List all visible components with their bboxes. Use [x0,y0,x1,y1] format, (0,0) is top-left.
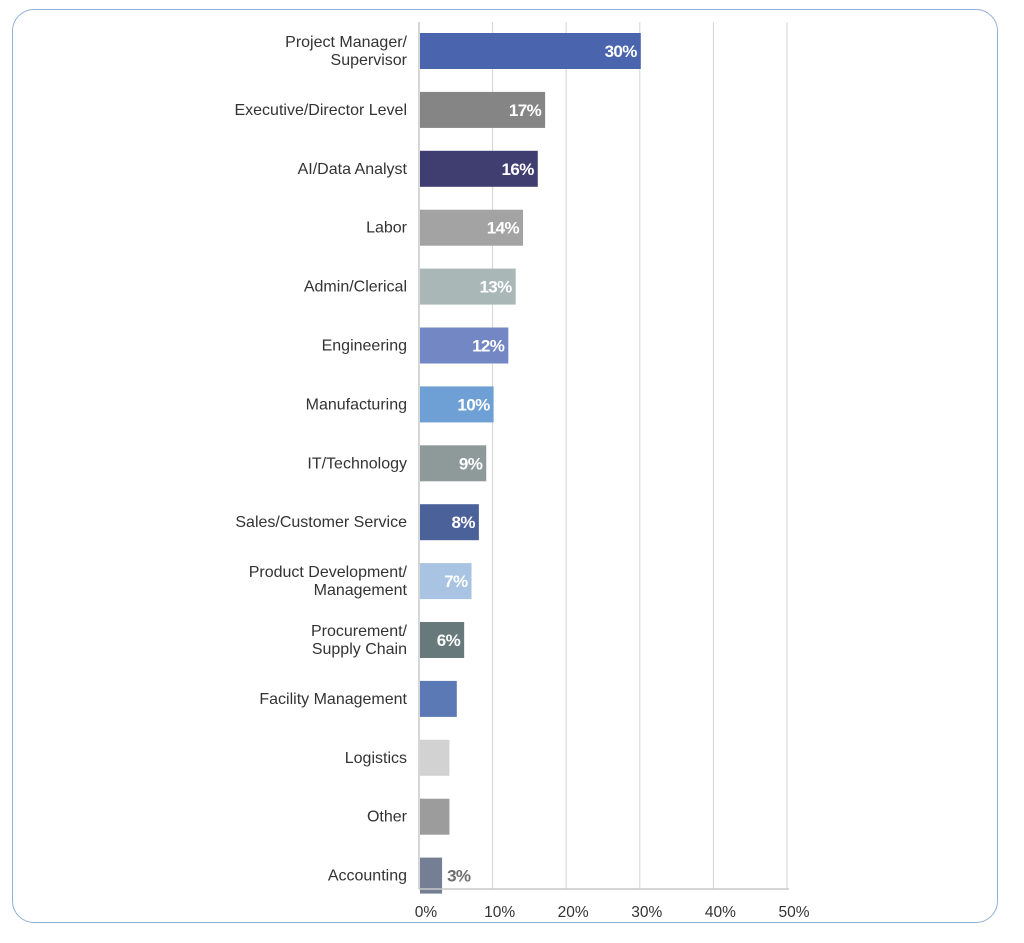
category-label: IT/Technology [307,455,407,472]
category-label: Manufacturing [306,396,407,413]
bar [420,386,494,423]
x-tick-label: 20% [558,904,589,921]
bar-value-label: 16% [502,160,535,179]
category-label: Labor [366,220,408,237]
category-label: Accounting [328,868,407,885]
bar-value-label: 30% [605,42,638,61]
category-label: AI/Data Analyst [298,161,408,178]
bar [420,445,487,482]
category-label: Product Development/Management [249,564,408,599]
bar-value-label: 8% [452,513,476,532]
category-label: Facility Management [259,691,407,708]
bar-value-label: 4% [454,749,478,768]
bar [420,798,450,835]
category-label: Logistics [345,750,407,767]
x-tick-label: 30% [631,904,662,921]
bar [420,680,457,717]
axes [418,22,789,890]
bar [420,563,472,600]
category-label: Project Manager/Supervisor [285,34,408,69]
x-tick-label: 50% [778,904,809,921]
bar [420,33,641,69]
bar-value-label: 13% [479,278,512,297]
category-label: Sales/Customer Service [235,514,407,531]
bar-value-label: 6% [437,631,461,650]
bar-value-label: 7% [444,572,468,591]
category-label: Executive/Director Level [234,102,407,119]
bar-value-label: 10% [457,395,490,414]
bar-value-label: 3% [447,867,471,886]
bar [420,91,546,128]
bar-value-label: 17% [509,101,542,120]
category-label: Procurement/Supply Chain [311,623,408,658]
bars [420,33,641,894]
bar-value-label: 12% [472,337,505,356]
bar-value-label: 9% [459,454,483,473]
category-label: Engineering [322,338,407,355]
x-tick-label: 40% [705,904,736,921]
bar [420,327,509,364]
bar [420,150,538,187]
category-label: Other [367,809,408,826]
labels: 0% 10% 20% 30% 40% 50% 30% Project Manager/Supe… [234,34,809,921]
bar [420,504,479,541]
bar-value-label: 5% [462,690,486,709]
bar-value-label: 4% [454,808,478,827]
bar [420,209,524,246]
bar [420,739,450,776]
bar [420,857,443,894]
bar [420,622,465,658]
x-tick-label: 10% [484,904,515,921]
x-tick-label: 0% [415,904,438,921]
bar [420,268,516,305]
bar-value-label: 14% [487,219,520,238]
category-label: Admin/Clerical [304,279,407,296]
